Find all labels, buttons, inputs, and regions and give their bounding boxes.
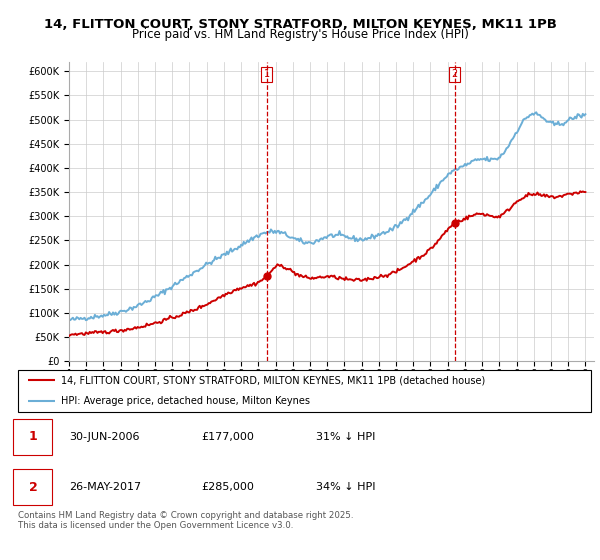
Text: Contains HM Land Registry data © Crown copyright and database right 2025.
This d: Contains HM Land Registry data © Crown c… [18,511,353,530]
Text: HPI: Average price, detached house, Milton Keynes: HPI: Average price, detached house, Milt… [61,396,310,406]
Text: 1: 1 [264,69,270,79]
FancyBboxPatch shape [18,370,591,412]
Text: 26-MAY-2017: 26-MAY-2017 [70,482,142,492]
Text: 30-JUN-2006: 30-JUN-2006 [70,432,140,442]
Text: 31% ↓ HPI: 31% ↓ HPI [316,432,376,442]
Text: 1: 1 [29,431,37,444]
FancyBboxPatch shape [13,419,52,455]
FancyBboxPatch shape [13,469,52,505]
Text: 34% ↓ HPI: 34% ↓ HPI [316,482,376,492]
Text: 14, FLITTON COURT, STONY STRATFORD, MILTON KEYNES, MK11 1PB: 14, FLITTON COURT, STONY STRATFORD, MILT… [44,18,556,31]
Text: £285,000: £285,000 [202,482,254,492]
Text: 2: 2 [29,480,37,493]
Text: £177,000: £177,000 [202,432,254,442]
Text: Price paid vs. HM Land Registry's House Price Index (HPI): Price paid vs. HM Land Registry's House … [131,28,469,41]
Text: 2: 2 [451,69,458,79]
Text: 14, FLITTON COURT, STONY STRATFORD, MILTON KEYNES, MK11 1PB (detached house): 14, FLITTON COURT, STONY STRATFORD, MILT… [61,375,485,385]
